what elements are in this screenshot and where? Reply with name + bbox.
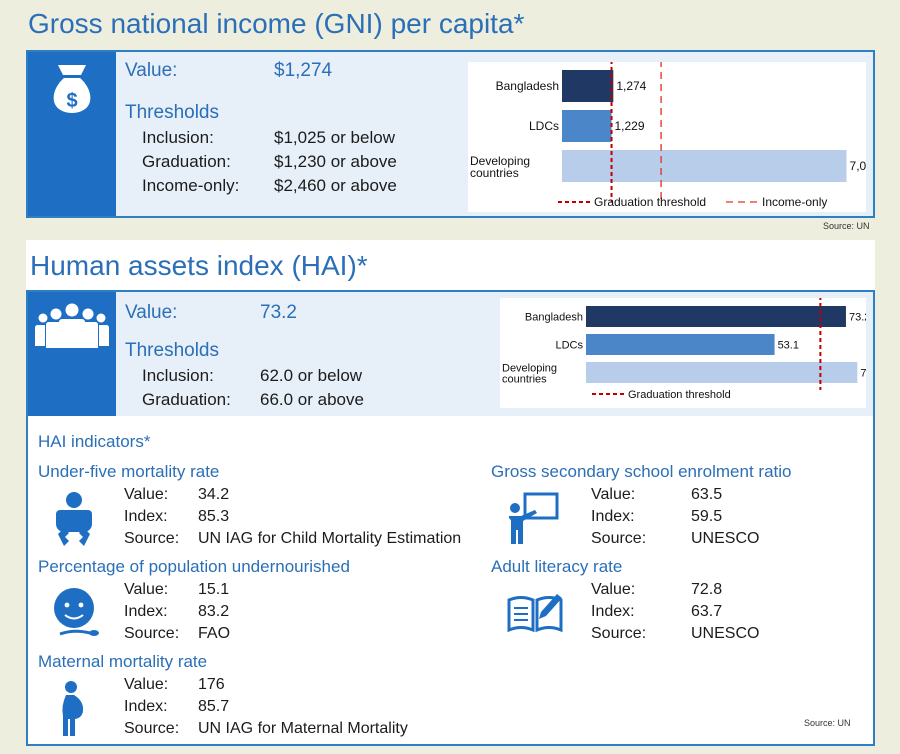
indicator-undernourished-index-label: Index: <box>124 603 168 620</box>
indicator-literacy-value-label: Value: <box>591 581 636 598</box>
gni-threshold-graduation-value: $1,230 or above <box>274 152 397 171</box>
gni-thresholds-label: Thresholds <box>125 102 219 123</box>
category-label-bangladesh: Bangladesh <box>525 312 583 324</box>
svg-text:$: $ <box>66 90 77 112</box>
indicator-literacy-value: 72.8 <box>691 581 723 598</box>
indicator-literacy-source: UNESCO <box>691 625 760 642</box>
gni-icon-bar: $ <box>28 52 116 216</box>
indicator-secondary-value-label: Value: <box>591 486 636 503</box>
hai-threshold-inclusion-label: Inclusion: <box>142 366 214 385</box>
gni-threshold-graduation-label: Graduation: <box>142 152 231 171</box>
child-face-icon <box>54 588 99 636</box>
hai-panel: Value: 73.2 Thresholds Inclusion: 62.0 o… <box>26 290 882 746</box>
hai-value: 73.2 <box>260 302 297 323</box>
indicator-maternal-source-label: Source: <box>124 720 180 737</box>
hai-indicators-heading: HAI indicators* <box>38 432 151 451</box>
indicator-undernourished-index: 83.2 <box>198 603 230 620</box>
hai-title: Human assets index (HAI)* <box>30 250 368 281</box>
indicator-maternal-value: 176 <box>198 676 225 693</box>
indicator-undernourished-source: FAO <box>198 625 231 642</box>
value-label-developing-countries: 76.4 <box>860 368 866 380</box>
hai-threshold-graduation-label: Graduation: <box>142 390 231 409</box>
indicator-under-five-value: 34.2 <box>198 486 230 503</box>
indicator-under-five-mortality-title: Under-five mortality rate <box>38 462 220 481</box>
indicator-undernourished-value: 15.1 <box>198 581 230 598</box>
indicator-under-five-source: UN IAG for Child Mortality Estimation <box>198 530 462 547</box>
indicator-maternal-value-label: Value: <box>124 676 169 693</box>
open-book-icon <box>507 594 563 632</box>
value-label-ldcs: 1,229 <box>615 119 645 133</box>
value-label-ldcs: 53.1 <box>778 340 799 352</box>
indicator-under-five-source-label: Source: <box>124 530 180 547</box>
value-label-bangladesh: 1,274 <box>616 79 646 93</box>
people-group-icon <box>34 303 110 348</box>
hai-icon-bar <box>28 292 116 416</box>
indicator-secondary-source: UNESCO <box>691 530 760 547</box>
value-label-bangladesh: 73.2 <box>849 312 866 324</box>
indicator-secondary-source-label: Source: <box>591 530 647 547</box>
category-label-ldcs: LDCs <box>529 119 559 133</box>
bar-bangladesh <box>586 306 846 327</box>
gni-threshold-inclusion-value: $1,025 or below <box>274 128 395 147</box>
indicator-under-five-index-label: Index: <box>124 508 168 525</box>
value-label-developing-countries: 7,064 <box>850 159 866 173</box>
category-label-bangladesh: Bangladesh <box>496 79 559 93</box>
indicator-maternal-index-label: Index: <box>124 698 168 715</box>
indicator-maternal-index: 85.7 <box>198 698 230 715</box>
hai-value-label: Value: <box>125 302 178 323</box>
baby-icon <box>56 492 92 546</box>
money-bag-icon: $ <box>53 65 91 113</box>
category-label-ldcs: LDCs <box>555 340 583 352</box>
indicator-literacy-index-label: Index: <box>591 603 635 620</box>
gni-value: $1,274 <box>274 60 333 81</box>
indicator-undernourished-value-label: Value: <box>124 581 169 598</box>
indicator-secondary-index-label: Index: <box>591 508 635 525</box>
gni-chart: Bangladesh 1,274 LDCs 1,229 Developing countr… <box>468 60 880 212</box>
hai-thresholds-label: Thresholds <box>125 340 219 361</box>
gni-value-label: Value: <box>125 60 178 81</box>
gni-threshold-income-only-label: Income-only: <box>142 176 240 195</box>
gni-threshold-inclusion-label: Inclusion: <box>142 128 214 147</box>
category-label-developing-countries: Developing countries <box>470 154 530 180</box>
gni-source: Source: UN <box>823 221 870 231</box>
indicator-undernourished-source-label: Source: <box>124 625 180 642</box>
hai-bar-chart: Bangladesh 73.2 LDCs 53.1 Developingcountrie… <box>502 296 882 401</box>
gni-title: Gross national income (GNI) per capita* <box>28 8 525 39</box>
indicator-secondary-value: 63.5 <box>691 486 723 503</box>
legend-label-income-only: Income-only <box>762 195 827 209</box>
category-label-developing-countries: Developing countries <box>502 363 557 386</box>
pregnant-woman-icon <box>62 681 84 736</box>
indicator-under-five-index: 85.3 <box>198 508 230 525</box>
bar-ldcs <box>586 334 775 355</box>
hai-chart: Bangladesh 73.2 LDCs 53.1 Developingcountrie… <box>500 296 882 408</box>
legend-label-graduation-threshold: Graduation threshold <box>628 389 731 401</box>
teacher-board-icon <box>508 492 559 544</box>
bar-bangladesh <box>562 70 614 102</box>
hai-threshold-inclusion-value: 62.0 or below <box>260 366 363 385</box>
hai-source: Source: UN <box>804 718 851 728</box>
indicator-literacy-source-label: Source: <box>591 625 647 642</box>
indicator-maternal-source: UN IAG for Maternal Mortality <box>198 720 408 737</box>
gni-panel: $ Value: $1,274 Thresholds Inclusion: $1… <box>26 50 880 218</box>
indicator-secondary-index: 59.5 <box>691 508 723 525</box>
gni-bar-chart: Bangladesh 1,274 LDCs 1,229 Developing countr… <box>470 60 880 209</box>
indicator-under-five-value-label: Value: <box>124 486 169 503</box>
indicator-secondary-enrolment-title: Gross secondary school enrolment ratio <box>491 462 792 481</box>
indicator-literacy-index: 63.7 <box>691 603 723 620</box>
indicator-undernourished-title: Percentage of population undernourished <box>38 557 350 576</box>
gni-threshold-income-only-value: $2,460 or above <box>274 176 397 195</box>
legend-label-graduation-threshold: Graduation threshold <box>594 195 706 209</box>
indicator-adult-literacy-title: Adult literacy rate <box>491 557 623 576</box>
hai-threshold-graduation-value: 66.0 or above <box>260 390 364 409</box>
bar-developing-countries <box>586 362 858 383</box>
bar-ldcs <box>562 110 612 142</box>
indicator-maternal-mortality-title: Maternal mortality rate <box>38 652 208 671</box>
hai-title-band <box>26 240 875 290</box>
bar-developing-countries <box>562 150 847 182</box>
